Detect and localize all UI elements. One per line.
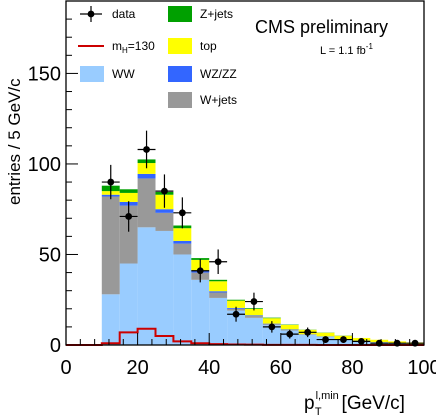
bar-top — [137, 163, 156, 174]
bar-top — [245, 308, 263, 316]
y-tick-label: 150 — [28, 63, 61, 85]
data-point — [137, 130, 156, 169]
legend-item-ww: WW — [80, 66, 135, 82]
bar-w-jets — [245, 316, 263, 318]
bar-w-jets — [173, 243, 192, 255]
data-point — [227, 306, 245, 322]
svg-text:data: data — [112, 7, 136, 21]
bar-w-jets — [155, 212, 174, 231]
y-tick-label: 50 — [39, 244, 61, 266]
bar-top — [119, 192, 138, 202]
bar-wz-zz — [280, 329, 299, 330]
bar-w-jets — [137, 178, 156, 228]
bar-wz-zz — [209, 291, 228, 293]
bar-z-jets — [262, 317, 281, 319]
bar-wz-zz — [173, 240, 192, 244]
bar-w-jets — [119, 205, 138, 264]
data-point — [352, 337, 371, 345]
svg-text:WZ/ZZ: WZ/ZZ — [200, 67, 237, 81]
bar-ww — [101, 294, 120, 345]
data-point — [262, 321, 281, 333]
y-tick-label: 0 — [50, 335, 61, 357]
bar-ww — [209, 297, 228, 345]
legend-item-top: top — [168, 38, 217, 54]
plot-frame — [65, 0, 425, 346]
legend-item-w-jets: W+jets — [168, 92, 237, 108]
bar-ww — [119, 263, 138, 345]
y-tick-label: 100 — [28, 154, 61, 176]
svg-text:Z+jets: Z+jets — [200, 7, 233, 21]
tick-labels: 0 20 40 60 80 100 0 50 100 150 — [28, 63, 436, 379]
legend: data Z+jets mH=130 top WW WZ/ZZ W+jets — [78, 6, 237, 108]
bar-top — [316, 332, 335, 337]
x-tick-label: 100 — [407, 357, 436, 379]
legend-item-z-jets: Z+jets — [168, 6, 233, 22]
bar-w-jets — [209, 292, 228, 298]
chart-title: CMS preliminary — [255, 17, 388, 37]
bar-top — [262, 318, 281, 324]
legend-item-m-h-130: mH=130 — [78, 39, 155, 55]
data-point — [173, 197, 192, 229]
data-point — [334, 336, 353, 343]
bar-ww — [155, 230, 174, 345]
data-point — [280, 329, 299, 339]
bar-ww — [262, 325, 281, 345]
data-point — [155, 174, 174, 208]
x-tick-label: 40 — [198, 357, 220, 379]
data-point — [191, 259, 210, 283]
svg-text:WW: WW — [112, 67, 135, 81]
x-tick-label: 0 — [60, 357, 71, 379]
x-tick-label: 60 — [270, 357, 292, 379]
bar-z-jets — [209, 279, 228, 282]
data-point — [209, 249, 228, 274]
bar-z-jets — [119, 189, 138, 193]
bar-ww — [298, 335, 317, 345]
bar-ww — [245, 317, 263, 345]
y-axis-label: entries / 5 GeV/c — [5, 78, 24, 205]
svg-text:W+jets: W+jets — [200, 93, 237, 107]
x-axis-label: pl,min T [GeV/c] — [304, 390, 405, 418]
data-point — [101, 164, 120, 200]
stacked-histogram — [101, 159, 424, 345]
bar-ww — [227, 310, 245, 345]
svg-text:top: top — [200, 39, 217, 53]
bar-ww — [173, 254, 192, 345]
bar-wz-zz — [155, 209, 174, 213]
data-point — [298, 327, 317, 338]
bar-z-jets — [227, 299, 245, 301]
bar-top — [227, 300, 245, 308]
x-tick-label: 80 — [341, 357, 363, 379]
bar-top — [280, 324, 299, 330]
bar-z-jets — [191, 258, 210, 260]
luminosity-label: L = 1.1 fb-1 — [320, 42, 373, 57]
bar-w-jets — [101, 196, 120, 295]
bar-top — [173, 228, 192, 241]
legend-item-data: data — [80, 6, 136, 22]
bar-top — [209, 281, 228, 292]
data-point — [119, 201, 138, 232]
bar-ww — [191, 279, 210, 345]
svg-text:mH=130: mH=130 — [112, 39, 155, 55]
data-point — [245, 292, 263, 311]
bar-wz-zz — [137, 173, 156, 179]
bar-wz-zz — [245, 315, 263, 317]
bar-ww — [137, 227, 156, 345]
legend-item-wz-zz: WZ/ZZ — [168, 66, 237, 82]
axes — [65, 0, 425, 346]
x-tick-label: 20 — [126, 357, 148, 379]
